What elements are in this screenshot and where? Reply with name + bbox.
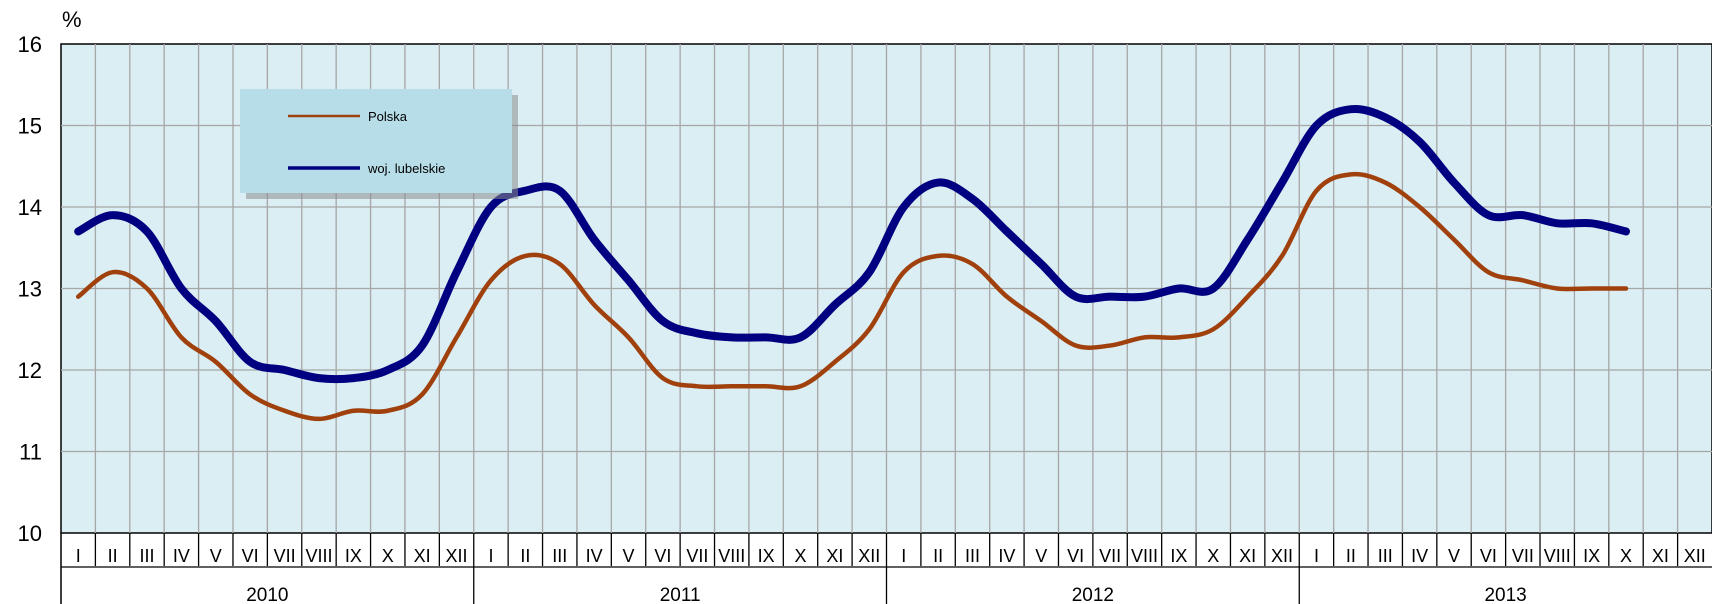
x-tick-label: IX xyxy=(345,546,362,566)
y-tick-label: 15 xyxy=(18,114,42,139)
y-tick-label: 13 xyxy=(18,277,42,302)
x-tick-label: IX xyxy=(758,546,775,566)
x-tick-label: VIII xyxy=(305,546,332,566)
x-tick-label: VII xyxy=(274,546,296,566)
x-tick-label: VII xyxy=(1512,546,1534,566)
x-tick-label: VIII xyxy=(1544,546,1571,566)
x-tick-label: V xyxy=(1448,546,1460,566)
x-tick-label: I xyxy=(1314,546,1319,566)
x-axis: I II III IV V VI VII VIII IX X XI XII I II III IV V VI VII… xyxy=(60,533,1712,604)
series-line-woj-lubelskie xyxy=(74,104,1631,384)
x-tick-label: III xyxy=(552,546,567,566)
x-tick-label: III xyxy=(1378,546,1393,566)
year-label: 2011 xyxy=(660,585,701,604)
x-tick-label: II xyxy=(1346,546,1356,566)
x-tick-label: IV xyxy=(998,546,1015,566)
y-tick-label: 16 xyxy=(18,32,42,57)
y-tick-label: 10 xyxy=(18,521,42,546)
x-tick-label: IX xyxy=(1583,546,1600,566)
x-tick-label: IX xyxy=(1170,546,1187,566)
year-label: 2012 xyxy=(1072,585,1114,604)
x-tick-label: X xyxy=(1207,546,1219,566)
x-tick-label: XI xyxy=(414,546,431,566)
x-tick-label: VI xyxy=(654,546,671,566)
legend-label-polska: Polska xyxy=(368,109,408,124)
x-tick-label: XI xyxy=(1652,546,1669,566)
y-tick-label: 11 xyxy=(19,440,42,465)
year-label: 2013 xyxy=(1484,585,1526,604)
x-tick-label: XI xyxy=(1239,546,1256,566)
x-tick-label: II xyxy=(933,546,943,566)
series-lines xyxy=(74,104,1631,422)
x-tick-label: X xyxy=(795,546,807,566)
x-tick-label: IV xyxy=(586,546,603,566)
y-axis-unit-label: % xyxy=(62,7,82,32)
x-tick-label: VIII xyxy=(718,546,745,566)
y-axis-ticks: 10 11 12 13 14 15 16 xyxy=(18,32,42,546)
x-tick-label: VI xyxy=(1067,546,1084,566)
legend: Polska woj. lubelskie xyxy=(240,89,518,199)
x-tick-label: VI xyxy=(242,546,259,566)
x-tick-label: X xyxy=(1620,546,1632,566)
x-tick-label: V xyxy=(1035,546,1047,566)
x-tick-label: I xyxy=(76,546,81,566)
x-tick-label: V xyxy=(623,546,635,566)
year-label: 2010 xyxy=(246,585,288,604)
y-tick-label: 14 xyxy=(18,195,42,220)
x-tick-label: VIII xyxy=(1131,546,1158,566)
x-tick-label: II xyxy=(108,546,118,566)
x-tick-label: XII xyxy=(858,546,880,566)
x-tick-label: I xyxy=(488,546,493,566)
x-tick-label: XI xyxy=(826,546,843,566)
y-tick-label: 12 xyxy=(18,358,42,383)
x-tick-label: IV xyxy=(1411,546,1428,566)
x-tick-label: III xyxy=(139,546,154,566)
x-tick-label: I xyxy=(901,546,906,566)
legend-label-woj-lubelskie: woj. lubelskie xyxy=(367,161,445,176)
x-tick-label: XII xyxy=(1684,546,1706,566)
x-tick-label: III xyxy=(965,546,980,566)
legend-box xyxy=(240,89,512,193)
x-tick-label: VII xyxy=(1099,546,1121,566)
x-tick-label: X xyxy=(382,546,394,566)
x-tick-label: VII xyxy=(686,546,708,566)
x-tick-label: XII xyxy=(1271,546,1293,566)
x-tick-label: XII xyxy=(446,546,468,566)
series-line-polska xyxy=(75,171,1629,422)
x-tick-label: IV xyxy=(173,546,190,566)
x-tick-label: II xyxy=(520,546,530,566)
x-tick-label: VI xyxy=(1480,546,1497,566)
x-tick-label: V xyxy=(210,546,222,566)
